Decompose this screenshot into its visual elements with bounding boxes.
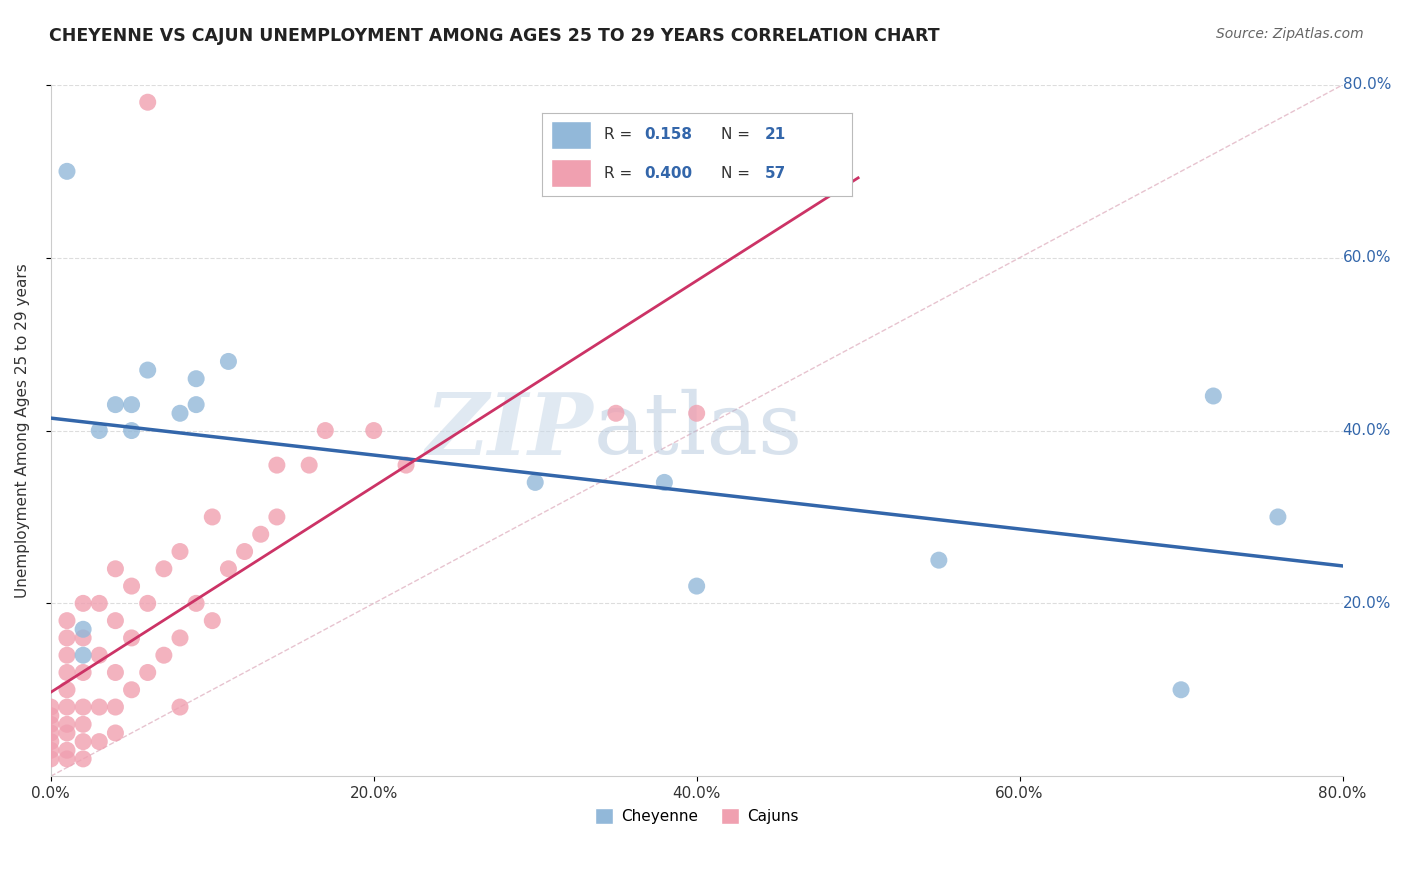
Point bbox=[56, 682, 79, 697]
Point bbox=[266, 458, 288, 472]
Point bbox=[56, 752, 79, 766]
Point bbox=[56, 665, 79, 680]
Point bbox=[186, 398, 208, 412]
Text: CHEYENNE VS CAJUN UNEMPLOYMENT AMONG AGES 25 TO 29 YEARS CORRELATION CHART: CHEYENNE VS CAJUN UNEMPLOYMENT AMONG AGE… bbox=[49, 27, 939, 45]
Point bbox=[56, 726, 79, 740]
Point bbox=[363, 424, 385, 438]
Point bbox=[136, 665, 159, 680]
Text: ZIP: ZIP bbox=[426, 389, 593, 472]
Point bbox=[104, 726, 127, 740]
Point bbox=[121, 398, 143, 412]
Point bbox=[121, 579, 143, 593]
Point bbox=[1202, 389, 1225, 403]
Point bbox=[136, 95, 159, 110]
Point bbox=[136, 363, 159, 377]
Point bbox=[169, 631, 191, 645]
Point bbox=[104, 665, 127, 680]
Point bbox=[56, 631, 79, 645]
Text: Source: ZipAtlas.com: Source: ZipAtlas.com bbox=[1216, 27, 1364, 41]
Point bbox=[121, 631, 143, 645]
Point bbox=[201, 510, 224, 524]
Point bbox=[72, 665, 94, 680]
Point bbox=[72, 717, 94, 731]
Point bbox=[56, 717, 79, 731]
Point bbox=[89, 596, 111, 610]
Point bbox=[186, 596, 208, 610]
Point bbox=[136, 596, 159, 610]
Point bbox=[56, 614, 79, 628]
Text: atlas: atlas bbox=[593, 389, 803, 472]
Text: 40.0%: 40.0% bbox=[1343, 423, 1391, 438]
Point bbox=[72, 700, 94, 714]
Y-axis label: Unemployment Among Ages 25 to 29 years: Unemployment Among Ages 25 to 29 years bbox=[15, 263, 30, 598]
Point bbox=[39, 752, 62, 766]
Point bbox=[104, 700, 127, 714]
Point bbox=[39, 700, 62, 714]
Point bbox=[217, 562, 239, 576]
Point bbox=[72, 734, 94, 748]
Point bbox=[56, 164, 79, 178]
Point bbox=[524, 475, 547, 490]
Point bbox=[89, 700, 111, 714]
Point bbox=[72, 596, 94, 610]
Point bbox=[186, 372, 208, 386]
Point bbox=[89, 734, 111, 748]
Point bbox=[104, 614, 127, 628]
Point bbox=[104, 398, 127, 412]
Point bbox=[153, 562, 176, 576]
Point bbox=[104, 562, 127, 576]
Point bbox=[39, 734, 62, 748]
Point bbox=[1267, 510, 1289, 524]
Point bbox=[72, 631, 94, 645]
Point bbox=[395, 458, 418, 472]
Point bbox=[121, 682, 143, 697]
Point bbox=[1170, 682, 1192, 697]
Point bbox=[314, 424, 336, 438]
Point bbox=[233, 544, 256, 558]
Point bbox=[72, 622, 94, 636]
Text: 60.0%: 60.0% bbox=[1343, 251, 1391, 265]
Point bbox=[39, 717, 62, 731]
Point bbox=[39, 708, 62, 723]
Point bbox=[169, 406, 191, 420]
Point bbox=[39, 726, 62, 740]
Point bbox=[153, 648, 176, 663]
Point bbox=[72, 752, 94, 766]
Point bbox=[169, 544, 191, 558]
Point bbox=[89, 648, 111, 663]
Point bbox=[298, 458, 321, 472]
Point bbox=[56, 743, 79, 757]
Point bbox=[89, 424, 111, 438]
Point bbox=[72, 648, 94, 663]
Point bbox=[56, 700, 79, 714]
Point bbox=[169, 700, 191, 714]
Text: 20.0%: 20.0% bbox=[1343, 596, 1391, 611]
Point bbox=[249, 527, 271, 541]
Point bbox=[605, 406, 627, 420]
Point bbox=[928, 553, 950, 567]
Text: 80.0%: 80.0% bbox=[1343, 78, 1391, 93]
Point bbox=[266, 510, 288, 524]
Point bbox=[121, 424, 143, 438]
Legend: Cheyenne, Cajuns: Cheyenne, Cajuns bbox=[595, 808, 799, 824]
Point bbox=[201, 614, 224, 628]
Point bbox=[685, 579, 707, 593]
Point bbox=[39, 743, 62, 757]
Point bbox=[685, 406, 707, 420]
Point bbox=[56, 648, 79, 663]
Point bbox=[217, 354, 239, 368]
Point bbox=[654, 475, 676, 490]
